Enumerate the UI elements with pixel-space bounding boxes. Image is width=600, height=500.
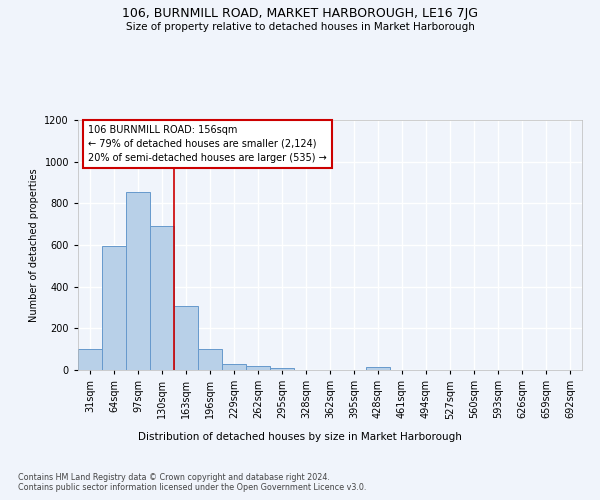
Text: Contains public sector information licensed under the Open Government Licence v3: Contains public sector information licen…	[18, 484, 367, 492]
Text: Size of property relative to detached houses in Market Harborough: Size of property relative to detached ho…	[125, 22, 475, 32]
Bar	[270, 368, 294, 370]
Bar	[150, 226, 174, 370]
Text: Contains HM Land Registry data © Crown copyright and database right 2024.: Contains HM Land Registry data © Crown c…	[18, 472, 330, 482]
Bar	[174, 306, 198, 370]
Text: 106 BURNMILL ROAD: 156sqm
← 79% of detached houses are smaller (2,124)
20% of se: 106 BURNMILL ROAD: 156sqm ← 79% of detac…	[88, 125, 327, 163]
Bar	[222, 364, 246, 370]
Bar	[102, 246, 126, 370]
Y-axis label: Number of detached properties: Number of detached properties	[29, 168, 39, 322]
Bar	[198, 349, 222, 370]
Bar	[126, 192, 150, 370]
Bar	[78, 349, 102, 370]
Text: 106, BURNMILL ROAD, MARKET HARBOROUGH, LE16 7JG: 106, BURNMILL ROAD, MARKET HARBOROUGH, L…	[122, 8, 478, 20]
Bar	[246, 366, 270, 370]
Bar	[366, 367, 390, 370]
Text: Distribution of detached houses by size in Market Harborough: Distribution of detached houses by size …	[138, 432, 462, 442]
